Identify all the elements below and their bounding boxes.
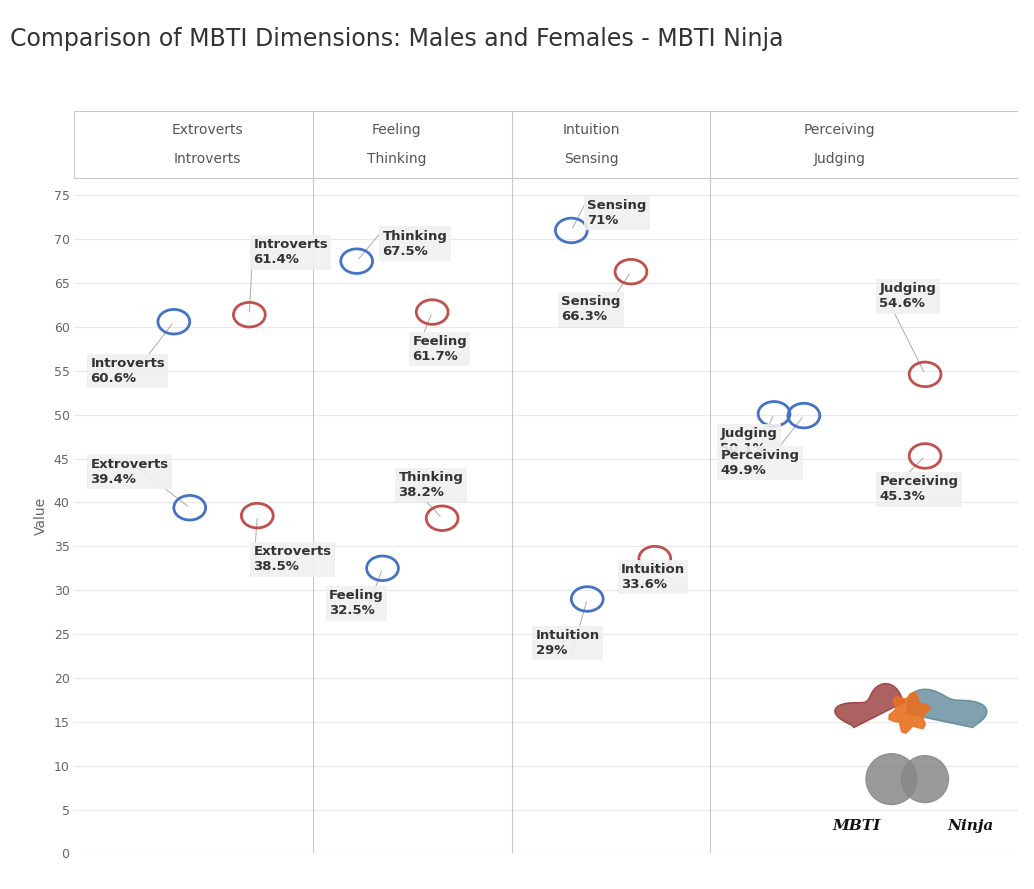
Polygon shape <box>889 692 931 733</box>
Text: Feeling
32.5%: Feeling 32.5% <box>329 589 384 617</box>
Text: Sensing
71%: Sensing 71% <box>587 199 646 227</box>
Polygon shape <box>905 689 986 727</box>
Text: Sensing: Sensing <box>564 152 618 166</box>
Text: Comparison of MBTI Dimensions: Males and Females - MBTI Ninja: Comparison of MBTI Dimensions: Males and… <box>10 27 784 51</box>
Text: Judging
54.6%: Judging 54.6% <box>879 282 936 310</box>
Text: Thinking
67.5%: Thinking 67.5% <box>383 229 448 258</box>
Text: Extroverts: Extroverts <box>172 123 243 137</box>
Circle shape <box>902 756 948 803</box>
Text: Intuition: Intuition <box>562 123 620 137</box>
Text: Intuition
33.6%: Intuition 33.6% <box>621 563 686 591</box>
Y-axis label: Value: Value <box>34 497 48 534</box>
Text: Feeling
61.7%: Feeling 61.7% <box>413 335 467 363</box>
Text: Extroverts
38.5%: Extroverts 38.5% <box>253 546 332 573</box>
Text: Feeling: Feeling <box>371 123 421 137</box>
Text: Extroverts
39.4%: Extroverts 39.4% <box>90 458 169 485</box>
Text: MBTI: MBTI <box>832 819 880 833</box>
Text: Introverts: Introverts <box>174 152 241 166</box>
Text: Judging
50.1%: Judging 50.1% <box>721 427 778 455</box>
Text: Introverts
61.4%: Introverts 61.4% <box>253 238 328 267</box>
Circle shape <box>865 754 917 805</box>
Text: Perceiving
49.9%: Perceiving 49.9% <box>721 449 799 477</box>
Text: Intuition
29%: Intuition 29% <box>536 629 600 657</box>
Polygon shape <box>834 684 905 727</box>
Text: Thinking: Thinking <box>367 152 426 166</box>
Text: Judging: Judging <box>814 152 865 166</box>
Text: Sensing
66.3%: Sensing 66.3% <box>561 295 620 324</box>
Text: Ninja: Ninja <box>947 819 994 833</box>
Text: Introverts
60.6%: Introverts 60.6% <box>90 356 165 385</box>
Text: Perceiving
45.3%: Perceiving 45.3% <box>879 476 959 503</box>
Text: Perceiving: Perceiving <box>803 123 876 137</box>
Text: Thinking
38.2%: Thinking 38.2% <box>398 471 463 499</box>
